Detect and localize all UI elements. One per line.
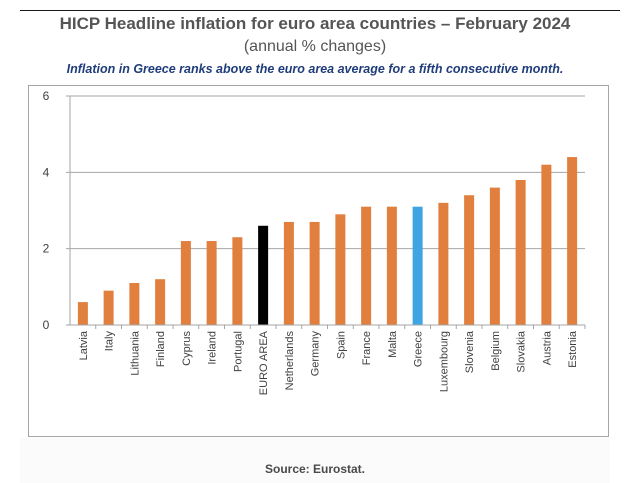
x-category-label: France — [361, 331, 373, 365]
source-note: Source: Eurostat. — [264, 462, 366, 476]
x-category-label: Belgium — [490, 331, 502, 371]
bar-latvia — [77, 302, 88, 325]
bar-lithuania — [129, 283, 140, 325]
bar-portugal — [232, 237, 243, 325]
bar-belgium — [489, 187, 500, 325]
x-category-label: Luxembourg — [438, 331, 450, 392]
bar-euro-area — [258, 225, 269, 325]
chart-title: HICP Headline inflation for euro area co… — [59, 14, 571, 33]
y-axis: 0 2 4 6 — [43, 89, 71, 332]
y-tick-label: 4 — [43, 165, 50, 179]
bar-germany — [309, 221, 320, 325]
x-category-label: Cyprus — [181, 331, 193, 366]
x-category-label: Italy — [104, 331, 116, 352]
bar-netherlands — [283, 221, 294, 325]
y-tick-label: 0 — [43, 318, 50, 332]
footer-band — [20, 438, 610, 483]
y-tick-label: 6 — [43, 89, 50, 103]
x-category-label: Finland — [155, 331, 167, 367]
x-category-label: EURO AREA — [258, 330, 270, 395]
x-category-label: Ireland — [207, 331, 219, 365]
bar-slovakia — [515, 179, 526, 325]
x-category-label: Slovenia — [464, 330, 476, 373]
bar-finland — [155, 279, 166, 325]
bar-spain — [335, 214, 346, 325]
chart-subtitle: (annual % changes) — [243, 38, 387, 55]
bar-austria — [541, 164, 552, 325]
x-axis: Latvia Italy Lithuania Finland Cyprus Ireland… — [66, 324, 586, 395]
bar-italy — [103, 290, 114, 325]
x-category-label: Latvia — [78, 330, 90, 360]
bar-luxembourg — [438, 202, 449, 325]
x-category-label: Netherlands — [284, 331, 296, 391]
top-rule — [20, 10, 620, 11]
x-category-label: Slovakia — [516, 330, 528, 372]
x-category-label: Germany — [310, 331, 322, 377]
x-category-label: Malta — [387, 330, 399, 358]
bar-slovenia — [464, 195, 475, 325]
bar-estonia — [567, 157, 578, 325]
bar-greece — [412, 206, 423, 325]
x-category-label: Spain — [335, 331, 347, 359]
bar-ireland — [206, 241, 217, 325]
y-tick-label: 2 — [43, 242, 50, 256]
bar-cyprus — [180, 241, 191, 325]
x-category-label: Greece — [413, 331, 425, 367]
gridlines — [66, 95, 585, 250]
bar-france — [361, 206, 372, 325]
x-category-label: Lithuania — [129, 330, 141, 376]
x-category-label: Austria — [541, 330, 553, 365]
bar-malta — [386, 206, 397, 325]
x-category-label: Portugal — [232, 331, 244, 372]
x-category-label: Estonia — [567, 330, 579, 368]
chart-note: Inflation in Greece ranks above the euro… — [66, 62, 564, 76]
bars — [77, 157, 578, 325]
